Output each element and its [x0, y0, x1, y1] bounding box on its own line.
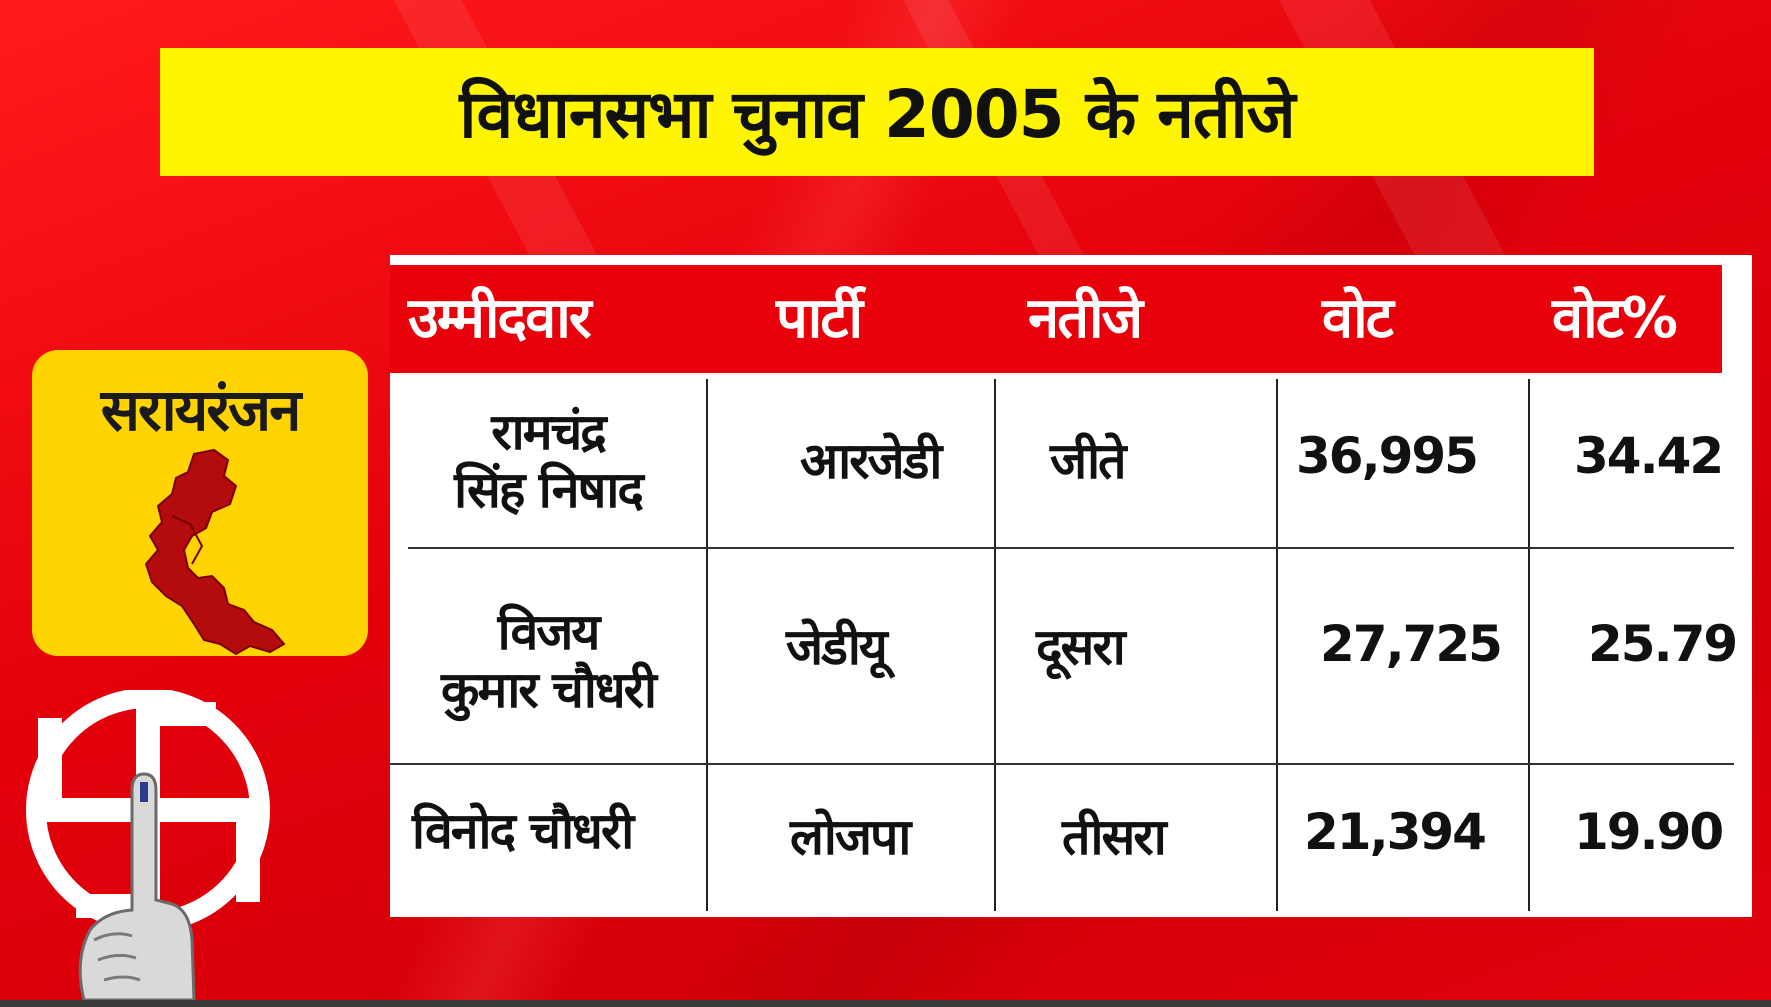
- constituency-name: सरायरंजन: [100, 376, 302, 444]
- vote-percent: 19.90: [1574, 803, 1724, 861]
- vote-percent: 25.79: [1588, 615, 1738, 673]
- vote-count: 36,995: [1296, 427, 1479, 485]
- candidate-name-line2: सिंह निषाद: [454, 461, 644, 519]
- constituency-card: सरायरंजन: [32, 350, 368, 656]
- candidate-name: विनोद चौधरी: [412, 802, 634, 860]
- header-candidate: उम्मीदवार: [408, 286, 592, 351]
- column-divider: [706, 379, 708, 911]
- party-name: आरजेडी: [800, 432, 942, 490]
- election-symbol-icon: [26, 690, 270, 1000]
- result-status: तीसरा: [1062, 808, 1167, 866]
- title-banner: विधानसभा चुनाव 2005 के नतीजे: [160, 48, 1594, 176]
- column-divider: [1276, 379, 1278, 911]
- table-header-row: उम्मीदवार पार्टी नतीजे वोट वोट%: [390, 265, 1722, 373]
- column-divider: [994, 379, 996, 911]
- header-result: नतीजे: [1028, 286, 1143, 351]
- row-divider: [390, 763, 1734, 765]
- party-name: जेडीयू: [786, 618, 888, 676]
- candidate-name: रामचंद्र सिंह निषाद: [390, 403, 706, 519]
- vote-percent: 34.42: [1574, 427, 1724, 485]
- header-party: पार्टी: [776, 286, 863, 351]
- candidate-name-line1: रामचंद्र: [491, 403, 607, 461]
- bottom-strip: [0, 1000, 1771, 1007]
- result-status: जीते: [1050, 432, 1127, 490]
- header-votes: वोट: [1322, 286, 1394, 351]
- candidate-name: विजय कुमार चौधरी: [390, 603, 706, 719]
- row-divider: [408, 547, 1734, 549]
- candidate-name-line1: विजय: [497, 603, 601, 661]
- party-name: लोजपा: [790, 808, 911, 866]
- page-title: विधानसभा चुनाव 2005 के नतीजे: [459, 76, 1295, 153]
- header-vote-percent: वोट%: [1552, 286, 1678, 351]
- candidate-name-line2: कुमार चौधरी: [441, 661, 657, 719]
- results-table: उम्मीदवार पार्टी नतीजे वोट वोट% रामचंद्र…: [390, 255, 1752, 917]
- constituency-map-icon: [144, 448, 286, 656]
- column-divider: [1528, 379, 1530, 911]
- result-status: दूसरा: [1036, 618, 1126, 676]
- vote-count: 21,394: [1304, 803, 1487, 861]
- vote-count: 27,725: [1320, 615, 1503, 673]
